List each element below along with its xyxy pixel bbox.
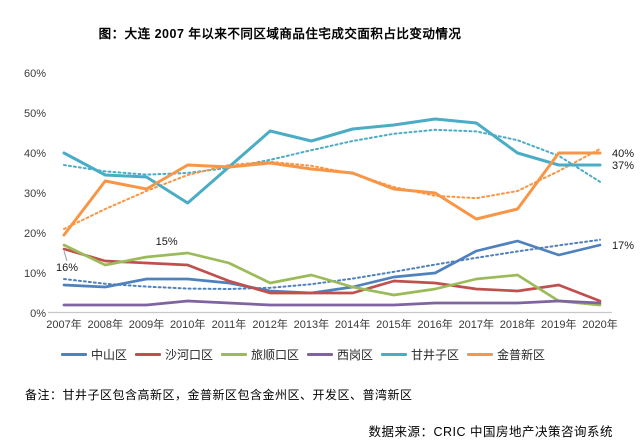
data-label-2: 40%: [612, 148, 634, 160]
y-tick-label: 30%: [24, 188, 46, 200]
legend-label: 沙河口区: [164, 348, 213, 362]
x-tick-label: 2013年: [294, 317, 329, 331]
legend-item-4: 甘井子区: [381, 346, 459, 363]
legend-item-1: 沙河口区: [134, 346, 213, 363]
series-line-5: [62, 151, 602, 237]
legend-label: 金普新区: [497, 348, 546, 362]
data-label-0: 16%: [56, 262, 78, 274]
legend-label: 旅顺口区: [250, 348, 299, 362]
legend-line-marker: [220, 353, 247, 356]
y-tick-label: 60%: [24, 68, 46, 80]
x-tick-label: 2018年: [500, 317, 535, 331]
legend-item-2: 旅顺口区: [220, 346, 299, 363]
legend-line-marker: [134, 353, 161, 356]
series-line-0: [62, 239, 602, 295]
x-tick-label: 2016年: [417, 317, 452, 331]
y-tick-label: 0%: [30, 308, 46, 320]
legend-item-0: 中山区: [60, 346, 127, 363]
chart-title: 图：大连 2007 年以来不同区域商品住宅成交面积占比变动情况: [98, 27, 462, 41]
legend-item-3: 西岗区: [307, 346, 373, 363]
x-tick-label: 2008年: [87, 317, 122, 331]
x-tick-label: 2007年: [46, 317, 81, 331]
x-tick-label: 2010年: [170, 317, 205, 331]
x-tick-label: 2015年: [376, 317, 411, 331]
trendline-0: [63, 238, 601, 291]
legend-line-marker: [60, 353, 87, 356]
series-line-2: [62, 243, 602, 307]
series-line-1: [62, 247, 602, 303]
y-tick-label: 20%: [24, 228, 46, 240]
line-chart: 0% 10% 20% 30% 40% 50% 60% 2007年 2008年 2009年 2010年…: [24, 68, 634, 331]
x-tick-label: 2019年: [541, 317, 576, 331]
legend-item-5: 金普新区: [467, 346, 545, 363]
y-tick-label: 40%: [24, 148, 46, 160]
data-label-3: 37%: [612, 160, 634, 172]
legend-label: 西岗区: [337, 348, 374, 362]
data-source: 数据来源：CRIC 中国房地产决策咨询系统: [368, 425, 613, 439]
legend-line-marker: [307, 353, 333, 356]
x-tick-label: 2009年: [129, 317, 164, 331]
y-tick-label: 50%: [24, 108, 46, 120]
x-tick-label: 2014年: [335, 317, 370, 331]
legend-label: 中山区: [90, 348, 127, 362]
x-tick-label: 2017年: [459, 317, 494, 331]
trendline-1: [63, 128, 601, 183]
y-tick-label: 10%: [24, 268, 46, 280]
legend-line-marker: [467, 353, 494, 356]
series-line-3: [62, 299, 602, 307]
data-label-4: 17%: [612, 240, 634, 252]
x-tick-label: 2012年: [252, 317, 287, 331]
legend-label: 甘井子区: [411, 348, 460, 362]
legend-line-marker: [381, 353, 408, 356]
x-tick-label: 2020年: [582, 317, 617, 331]
x-tick-label: 2011年: [212, 317, 247, 331]
annotation-leader-line: [63, 250, 68, 262]
series-line-4: [62, 117, 602, 205]
chart-legend: 中山区 沙河口区 旅顺口区 西岗区 甘井子区 金普新区: [0, 346, 606, 363]
footnote: 备注：甘井子区包含高新区，金普新区包含金州区、开发区、普湾新区: [25, 388, 413, 402]
data-label-1: 15%: [156, 236, 178, 248]
